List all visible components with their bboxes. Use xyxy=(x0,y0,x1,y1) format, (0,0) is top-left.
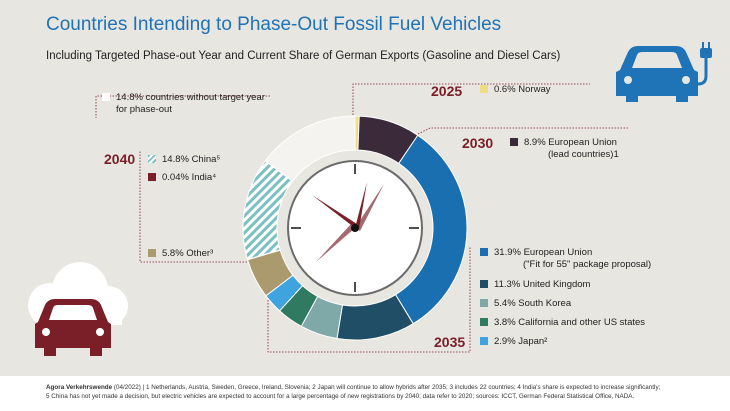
swatch-norway xyxy=(480,85,488,93)
clock-hand-2 xyxy=(316,224,355,262)
clock-ticks xyxy=(291,164,419,292)
swatch-eu-lead xyxy=(510,138,518,146)
label-eu-fit: 31.9% European Union ("Fit for 55" packag… xyxy=(480,247,651,271)
year-2030: 2030 xyxy=(462,135,494,151)
swatch-japan xyxy=(480,337,488,345)
fossil-car-cloud-icon xyxy=(28,262,128,356)
leader-2040 xyxy=(139,150,256,263)
swatch-india xyxy=(148,173,156,181)
swatch-uk xyxy=(480,280,488,288)
swatch-china xyxy=(148,155,156,163)
clock-hand-4 xyxy=(355,182,367,229)
label-notarget: 14.8% countries without target year for p… xyxy=(102,92,265,116)
label-korea: 5.4% South Korea xyxy=(480,298,571,310)
label-india: 0.04% India⁴ xyxy=(148,172,216,184)
leader-2035 xyxy=(267,247,471,353)
footer-source: Agora Verkehrswende xyxy=(46,384,113,391)
label-california: 3.8% California and other US states xyxy=(480,317,645,329)
donut-slice-countries-without-target-year-for-phase-out xyxy=(264,115,356,182)
label-other: 5.8% Other³ xyxy=(148,248,213,260)
leader-notarget xyxy=(95,95,270,118)
label-japan: 2.9% Japan² xyxy=(480,336,547,348)
label-uk: 11.3% United Kingdom xyxy=(480,279,590,291)
swatch-other xyxy=(148,249,156,257)
clock-icon xyxy=(287,160,423,296)
clock-hand-1 xyxy=(355,184,384,231)
label-china: 14.8% China⁵ xyxy=(148,154,220,166)
leader-2030 xyxy=(417,127,628,135)
leader-lines xyxy=(95,83,628,353)
ev-charging-car-icon xyxy=(616,42,712,102)
year-2040: 2040 xyxy=(104,151,136,167)
leader-2025 xyxy=(352,83,590,118)
donut-slices xyxy=(242,115,468,341)
page-title: Countries Intending to Phase-Out Fossil … xyxy=(46,14,502,35)
swatch-eu-fit xyxy=(480,248,488,256)
swatch-california xyxy=(480,318,488,326)
year-2025: 2025 xyxy=(431,83,463,99)
label-eu-lead: 8.9% European Union (lead countries)1 xyxy=(510,137,619,161)
footer-line-2: 5 China has not yet made a decision, but… xyxy=(46,393,635,400)
swatch-korea xyxy=(480,299,488,307)
footer-notes: Agora Verkehrswende (04/2022) | 1 Nether… xyxy=(0,376,730,411)
label-norway: 0.6% Norway xyxy=(480,84,551,96)
footer-line-1: (04/2022) | 1 Netherlands, Austria, Swed… xyxy=(113,384,661,391)
year-2035: 2035 xyxy=(434,334,466,350)
swatch-notarget xyxy=(102,93,110,101)
page-subtitle: Including Targeted Phase-out Year and Cu… xyxy=(46,50,561,62)
clock-hand-3 xyxy=(312,195,357,228)
